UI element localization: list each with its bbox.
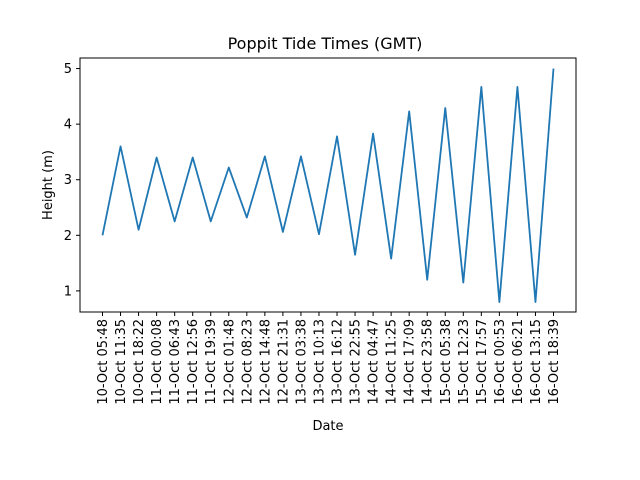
x-tick-label: 11-Oct 06:43 bbox=[168, 319, 183, 405]
x-tick-label: 12-Oct 01:48 bbox=[222, 319, 237, 405]
x-tick-label: 12-Oct 21:31 bbox=[276, 319, 291, 405]
x-tick-label: 16-Oct 13:15 bbox=[529, 319, 544, 405]
x-tick-label: 12-Oct 14:48 bbox=[258, 319, 273, 405]
x-tick-label: 16-Oct 00:53 bbox=[493, 319, 508, 405]
x-tick-label: 12-Oct 08:23 bbox=[240, 319, 255, 405]
x-axis-ticks: 10-Oct 05:48 10-Oct 11:35 10-Oct 18:22 11-O… bbox=[96, 312, 562, 405]
y-tick-label: 5 bbox=[64, 62, 72, 77]
x-tick-label: 14-Oct 11:25 bbox=[385, 319, 400, 405]
x-tick-label: 11-Oct 00:08 bbox=[150, 319, 165, 405]
x-tick-label: 15-Oct 05:38 bbox=[439, 319, 454, 405]
x-tick-label: 13-Oct 16:12 bbox=[331, 319, 346, 405]
x-tick-label: 15-Oct 12:23 bbox=[457, 319, 472, 405]
y-tick-label: 3 bbox=[64, 173, 72, 188]
x-tick-label: 13-Oct 10:13 bbox=[312, 319, 327, 405]
x-tick-label: 14-Oct 04:47 bbox=[367, 319, 382, 405]
x-tick-label: 11-Oct 12:56 bbox=[186, 319, 201, 405]
x-tick-label: 14-Oct 23:58 bbox=[421, 319, 436, 405]
x-axis-label: Date bbox=[312, 419, 343, 434]
y-axis-ticks: 1 2 3 4 5 bbox=[64, 62, 80, 299]
y-tick-label: 4 bbox=[64, 118, 72, 133]
series-line bbox=[101, 68, 555, 303]
x-tick-label: 10-Oct 05:48 bbox=[96, 319, 111, 405]
x-tick-label: 16-Oct 06:21 bbox=[511, 319, 526, 405]
chart-title: Poppit Tide Times (GMT) bbox=[228, 34, 423, 53]
y-tick-label: 2 bbox=[64, 229, 72, 244]
x-tick-label: 13-Oct 22:55 bbox=[349, 319, 364, 405]
plot-frame bbox=[79, 57, 577, 313]
x-tick-label: 11-Oct 19:39 bbox=[204, 319, 219, 405]
x-tick-label: 13-Oct 03:38 bbox=[294, 319, 309, 405]
x-tick-label: 10-Oct 11:35 bbox=[114, 319, 129, 405]
y-tick-label: 1 bbox=[64, 284, 72, 299]
y-axis-label: Height (m) bbox=[41, 150, 56, 220]
x-tick-label: 15-Oct 17:57 bbox=[475, 319, 490, 405]
x-tick-label: 10-Oct 18:22 bbox=[132, 319, 147, 405]
x-tick-label: 16-Oct 18:39 bbox=[547, 319, 562, 405]
x-tick-label: 14-Oct 17:09 bbox=[403, 319, 418, 405]
